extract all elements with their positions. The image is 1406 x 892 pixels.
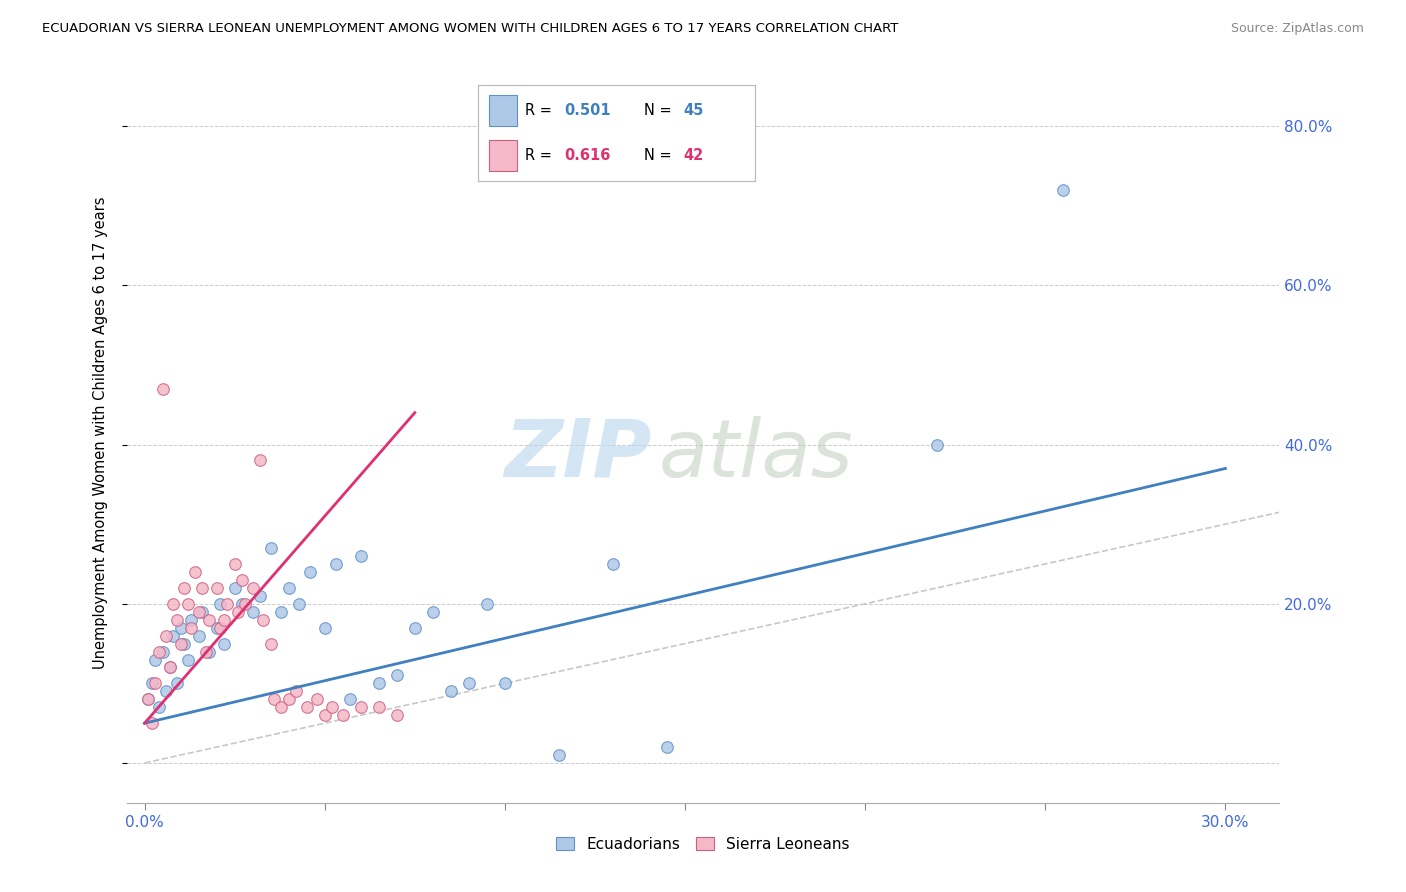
Point (209, 597, 232, 611)
Point (169, 621, 191, 635)
Point (314, 621, 336, 635)
Point (307, 692, 329, 706)
Point (136, 692, 159, 706)
Point (184, 565, 207, 579)
Point (217, 597, 239, 611)
Point (155, 629, 177, 643)
Point (927, 437, 949, 451)
Point (440, 684, 463, 698)
Point (284, 684, 307, 698)
Point (339, 692, 361, 706)
Point (187, 605, 209, 619)
Point (212, 637, 235, 651)
Text: ECUADORIAN VS SIERRA LEONEAN UNEMPLOYMENT AMONG WOMEN WITH CHILDREN AGES 6 TO 17: ECUADORIAN VS SIERRA LEONEAN UNEMPLOYMEN… (42, 22, 898, 36)
Point (231, 573, 253, 587)
Point (242, 605, 264, 619)
Point (602, 557, 624, 571)
Point (277, 581, 299, 595)
Point (249, 589, 271, 603)
Point (145, 676, 166, 690)
Point (288, 597, 311, 611)
Text: ZIP: ZIP (503, 416, 651, 494)
Point (205, 621, 228, 635)
Point (332, 708, 354, 723)
Point (350, 549, 373, 563)
Point (205, 581, 228, 595)
Point (494, 676, 516, 690)
Point (194, 644, 217, 658)
Point (235, 597, 257, 611)
Point (367, 676, 389, 690)
Point (325, 557, 347, 571)
Point (263, 692, 285, 706)
Point (299, 565, 322, 579)
Point (226, 605, 249, 619)
Point (209, 621, 232, 635)
Point (136, 692, 159, 706)
Point (148, 644, 170, 658)
Point (177, 597, 200, 611)
Point (655, 740, 678, 755)
Point (295, 700, 318, 714)
Point (187, 629, 209, 643)
Point (404, 621, 426, 635)
Point (224, 557, 246, 571)
Point (270, 700, 292, 714)
Point (155, 684, 177, 698)
Y-axis label: Unemployment Among Women with Children Ages 6 to 17 years: Unemployment Among Women with Children A… (93, 196, 108, 669)
Point (152, 382, 174, 396)
Point (191, 581, 214, 595)
Point (259, 541, 281, 555)
Point (422, 605, 444, 619)
Point (180, 621, 202, 635)
Point (177, 652, 200, 666)
Text: atlas: atlas (659, 416, 853, 494)
Point (385, 668, 408, 682)
Point (231, 597, 253, 611)
Point (162, 629, 184, 643)
Point (475, 597, 498, 611)
Point (350, 700, 373, 714)
Point (314, 708, 336, 723)
Point (166, 676, 188, 690)
Point (148, 700, 170, 714)
Legend: Ecuadorians, Sierra Leoneans: Ecuadorians, Sierra Leoneans (550, 830, 856, 858)
Point (159, 660, 181, 674)
Point (367, 700, 389, 714)
Point (212, 613, 235, 627)
Point (141, 716, 163, 731)
Point (1052, 183, 1074, 197)
Point (159, 660, 181, 674)
Point (252, 613, 274, 627)
Point (321, 700, 343, 714)
Point (457, 676, 479, 690)
Point (145, 652, 166, 666)
Point (198, 613, 221, 627)
Point (249, 453, 271, 467)
Point (198, 644, 221, 658)
Point (180, 613, 202, 627)
Point (173, 637, 195, 651)
Point (173, 581, 195, 595)
Point (169, 637, 191, 651)
Point (548, 747, 571, 762)
Point (152, 644, 174, 658)
Point (191, 605, 214, 619)
Point (242, 581, 264, 595)
Text: Source: ZipAtlas.com: Source: ZipAtlas.com (1230, 22, 1364, 36)
Point (270, 605, 292, 619)
Point (277, 692, 299, 706)
Point (224, 581, 246, 595)
Point (385, 708, 408, 723)
Point (166, 613, 188, 627)
Point (141, 676, 163, 690)
Point (259, 637, 281, 651)
Point (162, 597, 184, 611)
